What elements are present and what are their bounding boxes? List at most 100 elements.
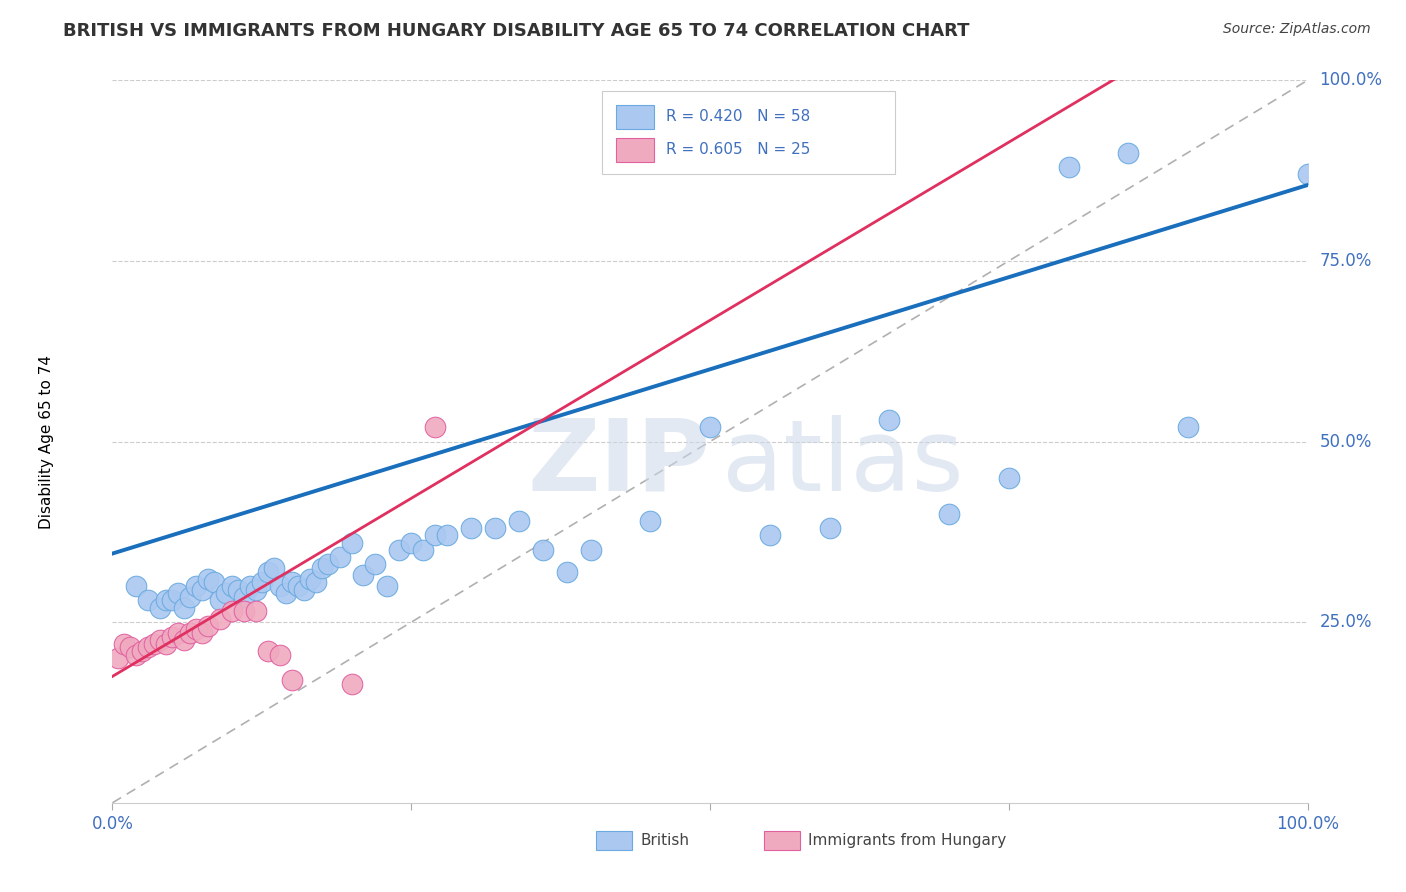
Point [425, 420, 447, 434]
Point [233, 604, 256, 618]
Point [364, 558, 387, 572]
Point [209, 611, 232, 625]
Text: Immigrants from Hungary: Immigrants from Hungary [808, 833, 1007, 848]
Point [579, 542, 602, 557]
Point [1177, 420, 1199, 434]
Point [233, 590, 256, 604]
Point [143, 637, 166, 651]
Text: 50.0%: 50.0% [1320, 433, 1372, 450]
Point [245, 582, 267, 597]
Point [287, 579, 309, 593]
Point [1057, 160, 1080, 174]
Point [269, 579, 291, 593]
Point [257, 565, 280, 579]
Point [125, 648, 148, 662]
Point [377, 579, 399, 593]
Point [531, 542, 554, 557]
Point [221, 604, 243, 618]
Point [555, 565, 578, 579]
FancyBboxPatch shape [603, 91, 896, 174]
Point [138, 640, 160, 655]
Point [191, 582, 214, 597]
Point [263, 561, 285, 575]
Point [250, 575, 273, 590]
Point [818, 521, 841, 535]
Point [162, 593, 183, 607]
FancyBboxPatch shape [616, 105, 654, 128]
Point [191, 626, 214, 640]
Point [215, 586, 238, 600]
Point [436, 528, 458, 542]
Point [149, 600, 172, 615]
Point [179, 626, 201, 640]
Point [114, 637, 135, 651]
Point [274, 586, 297, 600]
Point [202, 575, 225, 590]
Point [226, 582, 249, 597]
Point [412, 542, 434, 557]
Point [311, 561, 333, 575]
FancyBboxPatch shape [616, 138, 654, 162]
Point [879, 413, 901, 427]
Point [388, 542, 411, 557]
Point [186, 579, 208, 593]
Text: ZIP: ZIP [527, 415, 710, 512]
Point [155, 637, 177, 651]
Point [340, 535, 363, 549]
Point [162, 630, 183, 644]
Text: 25.0%: 25.0% [1320, 613, 1372, 632]
Point [1296, 167, 1319, 181]
Point [257, 644, 280, 658]
Point [149, 633, 172, 648]
Point [352, 568, 374, 582]
Point [245, 604, 267, 618]
Point [186, 623, 208, 637]
Point [197, 572, 219, 586]
Point [167, 586, 190, 600]
Point [138, 593, 160, 607]
Point [640, 514, 662, 528]
Point [125, 579, 148, 593]
Point [340, 676, 363, 690]
Point [281, 673, 304, 687]
Text: R = 0.420   N = 58: R = 0.420 N = 58 [666, 109, 810, 124]
Text: R = 0.605   N = 25: R = 0.605 N = 25 [666, 142, 810, 157]
Point [316, 558, 339, 572]
Point [1118, 145, 1140, 160]
Point [508, 514, 530, 528]
Point [281, 575, 304, 590]
Point [269, 648, 291, 662]
FancyBboxPatch shape [596, 831, 633, 850]
Point [759, 528, 782, 542]
Point [305, 575, 328, 590]
Point [131, 644, 153, 658]
FancyBboxPatch shape [763, 831, 800, 850]
Point [120, 640, 142, 655]
Point [179, 590, 201, 604]
Point [239, 579, 262, 593]
Text: British: British [641, 833, 690, 848]
Point [938, 507, 960, 521]
Point [197, 619, 219, 633]
Point [221, 579, 243, 593]
Point [107, 651, 129, 665]
Point [401, 535, 423, 549]
Text: BRITISH VS IMMIGRANTS FROM HUNGARY DISABILITY AGE 65 TO 74 CORRELATION CHART: BRITISH VS IMMIGRANTS FROM HUNGARY DISAB… [63, 22, 970, 40]
Point [292, 582, 315, 597]
Point [155, 593, 177, 607]
Text: atlas: atlas [723, 415, 963, 512]
Text: 100.0%: 100.0% [1320, 71, 1382, 89]
Point [484, 521, 506, 535]
Text: 75.0%: 75.0% [1320, 252, 1372, 270]
Point [298, 572, 321, 586]
Point [699, 420, 721, 434]
Point [167, 626, 190, 640]
Point [329, 550, 352, 565]
Point [425, 528, 447, 542]
Point [173, 633, 195, 648]
Point [173, 600, 195, 615]
Point [998, 470, 1021, 484]
Point [460, 521, 482, 535]
Point [209, 593, 232, 607]
Text: Source: ZipAtlas.com: Source: ZipAtlas.com [1223, 22, 1371, 37]
